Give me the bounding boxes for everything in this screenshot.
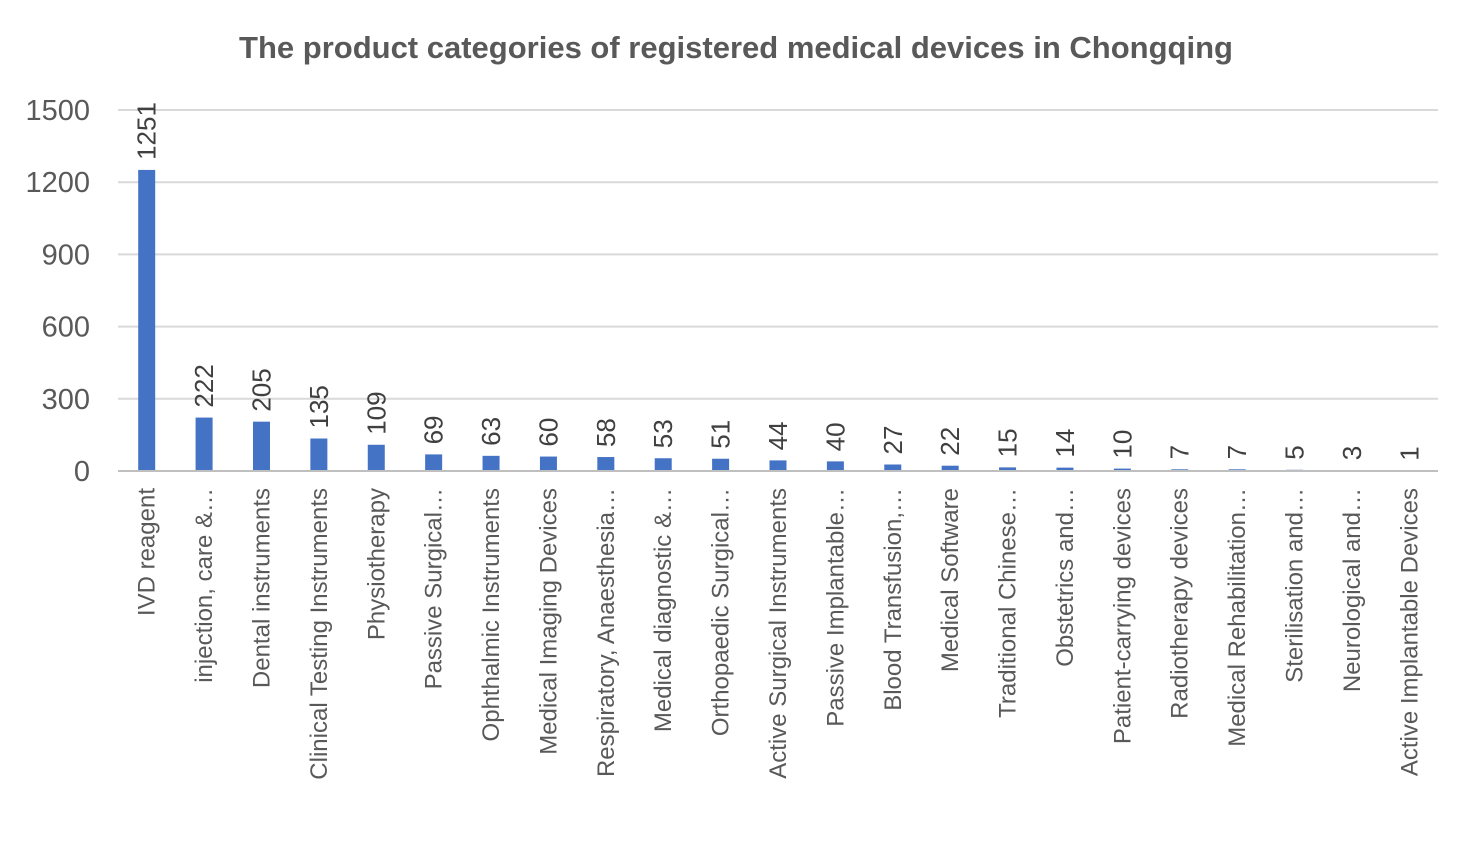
data-label: 14 bbox=[1050, 429, 1080, 458]
data-label: 15 bbox=[993, 428, 1023, 457]
bar bbox=[941, 465, 959, 471]
bars bbox=[138, 169, 1418, 471]
x-tick-label: Active Surgical Instruments bbox=[765, 488, 792, 779]
bar bbox=[999, 467, 1017, 471]
y-tick-label: 600 bbox=[42, 312, 90, 344]
data-label: 1251 bbox=[132, 102, 162, 160]
x-tick-label: Physiotherapy bbox=[363, 488, 390, 640]
x-tick-label: Passive Implantable… bbox=[822, 488, 849, 727]
bar bbox=[769, 460, 787, 471]
bar bbox=[138, 169, 156, 471]
y-tick-label: 0 bbox=[74, 456, 90, 488]
x-tick-label: Medical Imaging Devices bbox=[535, 488, 562, 755]
x-tick-label: IVD reagent bbox=[134, 488, 161, 616]
data-label: 51 bbox=[706, 420, 736, 449]
x-tick-label: Dental instruments bbox=[248, 488, 275, 688]
x-tick-label: Clinical Testing Instruments bbox=[306, 488, 333, 780]
bar bbox=[310, 438, 328, 471]
x-tick-label: Respiratory, Anaesthesia… bbox=[593, 488, 620, 777]
bar bbox=[425, 454, 443, 471]
data-label: 44 bbox=[763, 421, 793, 450]
x-tick-label: Ophthalmic Instruments bbox=[478, 488, 505, 741]
data-label: 53 bbox=[648, 419, 678, 448]
bar bbox=[826, 461, 844, 471]
data-label: 7 bbox=[1222, 445, 1252, 459]
data-label: 27 bbox=[878, 426, 908, 455]
x-axis-ticks: IVD reagent injection, care &… Dental inst… bbox=[134, 488, 1424, 780]
bar bbox=[712, 458, 730, 471]
bar bbox=[884, 464, 902, 471]
data-label: 58 bbox=[591, 418, 621, 447]
bar bbox=[195, 417, 213, 471]
x-tick-label: Orthopaedic Surgical… bbox=[708, 488, 735, 736]
y-tick-label: 1500 bbox=[25, 95, 90, 127]
y-tick-label: 300 bbox=[42, 384, 90, 416]
x-tick-label: Sterilisation and… bbox=[1282, 488, 1309, 683]
x-tick-label: Passive Surgical… bbox=[421, 488, 448, 689]
x-tick-label: Radiotherapy devices bbox=[1167, 488, 1194, 719]
data-label: 5 bbox=[1280, 445, 1310, 459]
x-tick-label: Patient-carrying devices bbox=[1109, 488, 1136, 744]
x-tick-label: Medical Software bbox=[937, 488, 964, 672]
data-label: 63 bbox=[476, 417, 506, 446]
bar bbox=[367, 444, 385, 471]
chart-title: The product categories of registered med… bbox=[239, 30, 1233, 65]
data-label: 22 bbox=[935, 427, 965, 456]
data-label: 205 bbox=[246, 368, 276, 411]
data-label: 40 bbox=[820, 422, 850, 451]
x-tick-label: Blood Transfusion,… bbox=[880, 488, 907, 711]
data-label: 222 bbox=[189, 364, 219, 407]
y-axis-ticks: 0 300 600 900 1200 1500 bbox=[25, 95, 90, 488]
data-label: 60 bbox=[533, 418, 563, 447]
x-tick-label: Medical Rehabilitation… bbox=[1224, 488, 1251, 747]
data-label: 1 bbox=[1394, 446, 1424, 460]
x-tick-label: Active Implantable Devices bbox=[1396, 488, 1423, 776]
bar bbox=[654, 458, 672, 471]
x-tick-label: Obstetrics and… bbox=[1052, 488, 1079, 667]
gridlines bbox=[118, 109, 1438, 400]
bar bbox=[539, 456, 557, 471]
data-label: 3 bbox=[1337, 446, 1367, 460]
data-label: 135 bbox=[304, 385, 334, 428]
y-tick-label: 1200 bbox=[25, 167, 90, 199]
bar bbox=[597, 457, 615, 471]
data-label: 10 bbox=[1107, 430, 1137, 459]
x-tick-label: Traditional Chinese… bbox=[995, 488, 1022, 718]
bar bbox=[1113, 468, 1131, 471]
data-label: 109 bbox=[361, 391, 391, 434]
x-tick-label: Medical diagnostic &… bbox=[650, 488, 677, 732]
bar bbox=[252, 421, 270, 471]
x-tick-label: injection, care &… bbox=[191, 488, 218, 683]
y-tick-label: 900 bbox=[42, 239, 90, 271]
bar bbox=[1056, 467, 1074, 471]
bar bbox=[482, 455, 500, 471]
data-label: 69 bbox=[419, 415, 449, 444]
x-tick-label: Neurological and… bbox=[1339, 488, 1366, 692]
data-label: 7 bbox=[1165, 445, 1195, 459]
